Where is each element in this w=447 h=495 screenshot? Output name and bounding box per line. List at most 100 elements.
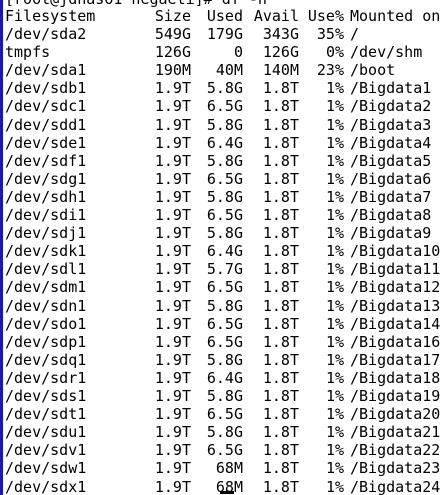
row-size: 1.9T	[154, 169, 191, 188]
row-used: 5.7G	[206, 260, 243, 279]
row-filesystem: /dev/sda2	[5, 25, 87, 43]
row-use-pct: 1%	[325, 260, 344, 279]
row-filesystem: /dev/sdn1	[5, 296, 87, 315]
row-avail: 1.8T	[262, 79, 299, 98]
row-use-pct: 1%	[325, 423, 344, 442]
row-use-pct: 1%	[325, 151, 344, 170]
row-avail: 1.8T	[262, 278, 299, 297]
row-used: 6.5G	[206, 405, 243, 424]
row-use-pct: 1%	[325, 169, 344, 188]
row-size: 1.9T	[154, 368, 191, 387]
row-used: 6.5G	[206, 278, 243, 297]
row-size: 1.9T	[154, 477, 191, 495]
row-filesystem: /dev/sdb1	[5, 79, 87, 98]
row-avail: 1.8T	[262, 350, 299, 369]
row-size: 190M	[154, 61, 191, 80]
row-use-pct: 1%	[325, 115, 344, 134]
row-used: 5.8G	[206, 296, 243, 315]
row-use-pct: 1%	[325, 296, 344, 315]
row-use-pct: 35%	[316, 25, 344, 43]
row-size: 1.9T	[154, 79, 191, 98]
row-mounted-on: /Bigdata4	[350, 133, 432, 152]
row-size: 1.9T	[154, 187, 191, 206]
row-avail: 1.8T	[262, 441, 299, 460]
row-use-pct: 1%	[325, 459, 344, 478]
row-avail: 1.8T	[262, 260, 299, 279]
row-used: 6.5G	[206, 206, 243, 224]
row-size: 549G	[154, 25, 191, 43]
row-filesystem: /dev/sde1	[5, 133, 87, 152]
row-mounted-on: /Bigdata6	[350, 169, 432, 188]
row-filesystem: /dev/sdh1	[5, 187, 87, 206]
row-avail: 1.8T	[262, 405, 299, 424]
row-filesystem: /dev/sdo1	[5, 314, 87, 333]
row-avail: 140M	[262, 61, 299, 80]
row-avail: 1.8T	[262, 115, 299, 134]
row-filesystem: /dev/sdu1	[5, 423, 87, 442]
row-filesystem: /dev/sdk1	[5, 242, 87, 261]
header-used: Used	[206, 7, 243, 25]
row-filesystem: /dev/sdx1	[5, 477, 87, 495]
row-use-pct: 1%	[325, 187, 344, 206]
row-size: 1.9T	[154, 260, 191, 279]
row-filesystem: /dev/sdd1	[5, 115, 87, 134]
header-filesystem: Filesystem	[5, 7, 96, 25]
row-avail: 1.8T	[262, 97, 299, 116]
row-size: 1.9T	[154, 206, 191, 224]
row-filesystem: /dev/sdf1	[5, 151, 87, 170]
header-mounted-on: Mounted on	[350, 7, 441, 25]
row-used: 6.5G	[206, 332, 243, 351]
row-use-pct: 1%	[325, 97, 344, 116]
row-used: 5.8G	[206, 79, 243, 98]
row-mounted-on: /	[350, 25, 360, 43]
row-use-pct: 0%	[325, 43, 344, 62]
row-use-pct: 1%	[325, 368, 344, 387]
row-filesystem: /dev/sdl1	[5, 260, 87, 279]
row-mounted-on: /Bigdata2	[350, 97, 432, 116]
row-avail: 1.8T	[262, 169, 299, 188]
row-used: 6.5G	[206, 97, 243, 116]
row-used: 6.5G	[206, 441, 243, 460]
row-mounted-on: /Bigdata21	[350, 423, 441, 442]
row-mounted-on: /Bigdata1	[350, 79, 432, 98]
row-avail: 1.8T	[262, 206, 299, 224]
row-use-pct: 1%	[325, 350, 344, 369]
row-size: 1.9T	[154, 332, 191, 351]
row-size: 1.9T	[154, 97, 191, 116]
row-size: 1.9T	[154, 387, 191, 405]
row-mounted-on: /Bigdata16	[350, 332, 441, 351]
row-mounted-on: /Bigdata23	[350, 459, 441, 478]
row-filesystem: /dev/sdp1	[5, 332, 87, 351]
row-size: 1.9T	[154, 278, 191, 297]
row-avail: 1.8T	[262, 242, 299, 261]
row-use-pct: 1%	[325, 224, 344, 243]
row-used: 5.8G	[206, 115, 243, 134]
row-size: 1.9T	[154, 115, 191, 134]
row-used: 68M	[215, 459, 243, 478]
row-mounted-on: /Bigdata20	[350, 405, 441, 424]
row-size: 1.9T	[154, 350, 191, 369]
terminal-left-border	[0, 0, 3, 495]
row-size: 1.9T	[154, 242, 191, 261]
row-avail: 1.8T	[262, 133, 299, 152]
row-use-pct: 1%	[325, 206, 344, 224]
row-use-pct: 1%	[325, 441, 344, 460]
row-filesystem: /dev/sdi1	[5, 206, 87, 224]
row-filesystem: /dev/sdr1	[5, 368, 87, 387]
row-size: 1.9T	[154, 224, 191, 243]
row-size: 1.9T	[154, 405, 191, 424]
row-filesystem: /dev/sdt1	[5, 405, 87, 424]
row-used: 68M	[215, 477, 243, 495]
row-avail: 1.8T	[262, 187, 299, 206]
prompt-line: [root@jdnaso1 hegaeti]# df -h	[5, 0, 267, 8]
row-filesystem: tmpfs	[5, 43, 51, 62]
row-avail: 1.8T	[262, 332, 299, 351]
row-avail: 343G	[262, 25, 299, 43]
row-mounted-on: /Bigdata13	[350, 296, 441, 315]
row-avail: 1.8T	[262, 224, 299, 243]
row-use-pct: 1%	[325, 332, 344, 351]
row-mounted-on: /Bigdata3	[350, 115, 432, 134]
row-used: 5.8G	[206, 187, 243, 206]
row-use-pct: 1%	[325, 477, 344, 495]
